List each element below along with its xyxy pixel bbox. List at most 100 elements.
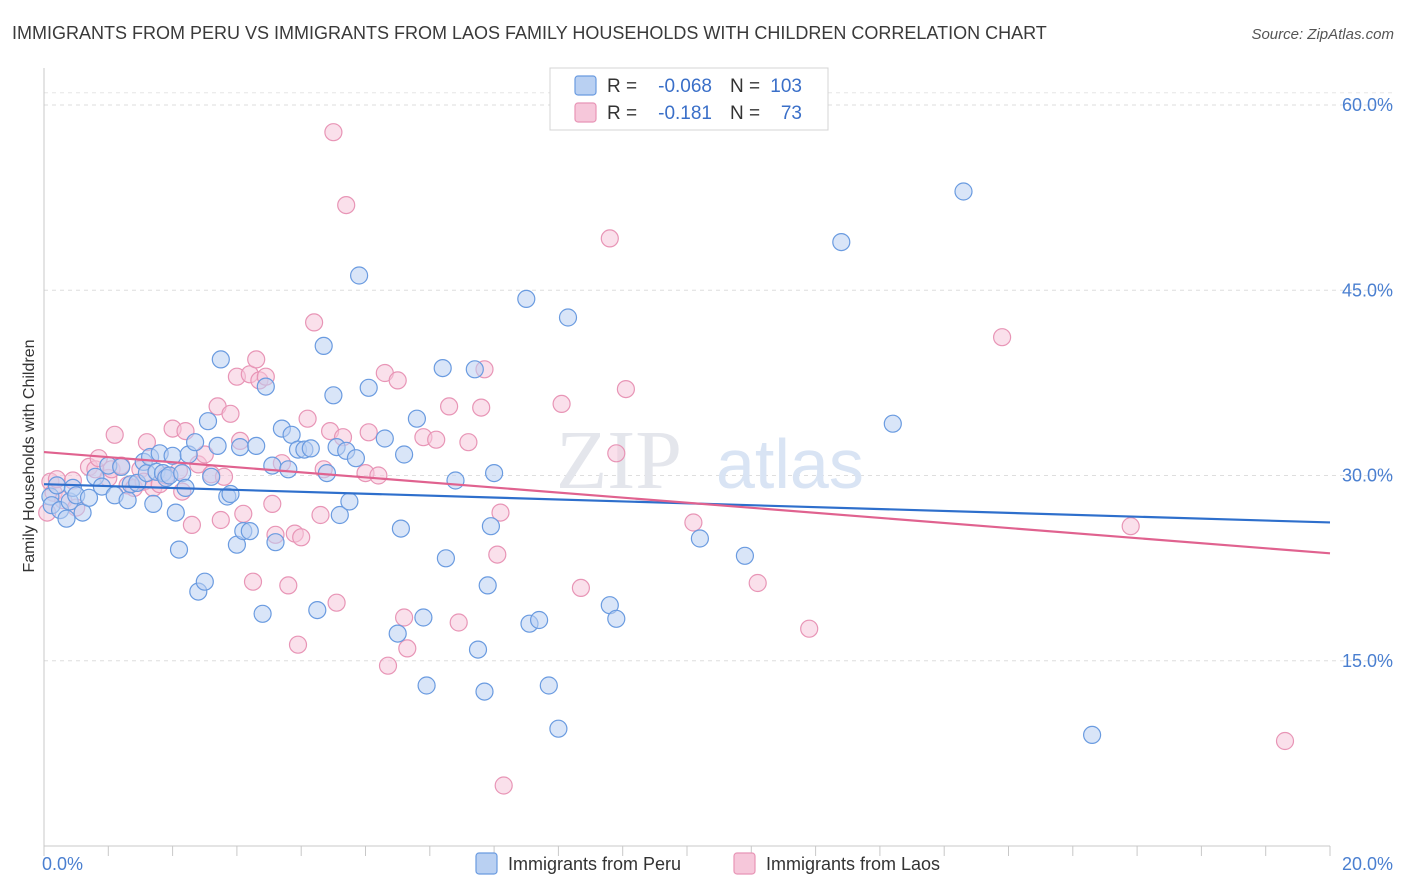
laos-point (243, 572, 263, 591)
peru-point (558, 308, 578, 327)
laos-point (488, 545, 507, 564)
laos-point (600, 229, 619, 248)
peru-point (301, 439, 320, 458)
laos-point (494, 776, 513, 795)
peru-point (195, 572, 214, 591)
peru-point (279, 460, 298, 479)
peru-point (330, 505, 349, 525)
y-tick-label: 60.0% (1342, 95, 1393, 115)
laos-point (324, 123, 343, 142)
peru-point (118, 491, 137, 510)
laos-point (616, 380, 636, 399)
peru-point (57, 509, 76, 528)
peru-point (735, 546, 755, 565)
laos-point (288, 635, 308, 654)
chart-title: IMMIGRANTS FROM PERU VS IMMIGRANTS FROM … (12, 23, 1047, 43)
laos-point (552, 394, 571, 413)
peru-point (417, 676, 436, 695)
laos-point (298, 409, 317, 428)
peru-point (198, 412, 218, 431)
series-legend-swatch-laos (733, 852, 756, 875)
peru-point (433, 359, 452, 378)
laos-trend-line (43, 450, 1331, 555)
peru-point (478, 576, 497, 595)
laos-point (182, 515, 201, 535)
y-tick-label: 15.0% (1342, 651, 1393, 671)
laos-point (472, 398, 491, 417)
laos-point (607, 444, 626, 463)
peru-point (202, 467, 221, 486)
laos-point (311, 505, 330, 525)
legend-r-value-laos: -0.181 (658, 103, 712, 124)
laos-point (992, 328, 1012, 347)
y-tick-labels: 15.0% 30.0% 45.0% 60.0% (1342, 95, 1393, 671)
peru-point (208, 436, 227, 455)
laos-point (327, 593, 346, 612)
peru-point (954, 182, 973, 201)
peru-point (481, 517, 500, 536)
peru-point (414, 608, 433, 627)
laos-point (571, 578, 591, 598)
peru-point (324, 386, 343, 405)
x-tick-label-max: 20.0% (1342, 854, 1393, 874)
peru-point (359, 378, 378, 397)
series-legend-label-laos: Immigrants from Laos (766, 854, 940, 874)
series-legend: Immigrants from Peru Immigrants from Lao… (475, 852, 940, 875)
peru-point (883, 414, 902, 433)
peru-point (1082, 725, 1102, 745)
peru-point (144, 494, 163, 513)
laos-point (398, 639, 417, 658)
peru-point (186, 433, 205, 452)
peru-point (465, 360, 484, 379)
peru-point (529, 610, 549, 630)
legend-n-label-peru: N = (730, 76, 760, 97)
peru-point (79, 488, 99, 507)
legend-r-value-peru: -0.068 (658, 76, 712, 97)
peru-point (211, 350, 230, 369)
legend-n-label-laos: N = (730, 103, 760, 124)
y-axis-label: Family Households with Children (21, 340, 38, 573)
laos-point (369, 466, 388, 485)
peru-point (549, 719, 568, 738)
laos-point (263, 494, 282, 513)
peru-point (391, 519, 410, 538)
laos-point (684, 513, 703, 532)
peru-point (539, 676, 558, 695)
laos-point (305, 313, 324, 332)
series-legend-label-peru: Immigrants from Peru (508, 854, 681, 874)
laos-point (440, 397, 459, 416)
peru-point (485, 464, 504, 483)
laos-point (800, 619, 819, 638)
laos-point (491, 503, 510, 522)
y-tick-label: 45.0% (1342, 280, 1393, 300)
peru-point (231, 438, 250, 457)
laos-point (221, 404, 240, 423)
laos-point (459, 433, 478, 452)
peru-point (446, 471, 465, 490)
peru-point (436, 549, 455, 568)
peru-point (247, 436, 266, 455)
laos-point (211, 510, 230, 530)
peru-point (346, 449, 365, 468)
laos-point (449, 613, 468, 632)
x-tick-label-min: 0.0% (42, 854, 83, 874)
peru-point (221, 484, 240, 504)
legend-r-label-laos: R = (607, 103, 637, 124)
watermark-atlas: atlas (716, 425, 864, 503)
stats-legend: R = -0.068 N = 103 R = -0.181 N = 73 (549, 67, 829, 131)
legend-swatch-laos (574, 102, 597, 123)
trend-lines (43, 450, 1331, 555)
peru-point (256, 377, 275, 396)
peru-point (350, 266, 369, 285)
peru-point (173, 464, 192, 483)
peru-point (407, 409, 426, 428)
peru-point (607, 609, 626, 628)
legend-n-value-laos: 73 (781, 103, 802, 124)
peru-point (375, 429, 394, 448)
peru-point (340, 492, 359, 511)
series-legend-swatch-peru (475, 852, 498, 875)
laos-point (1121, 517, 1140, 536)
laos-point (378, 656, 398, 675)
peru-point (253, 604, 272, 623)
